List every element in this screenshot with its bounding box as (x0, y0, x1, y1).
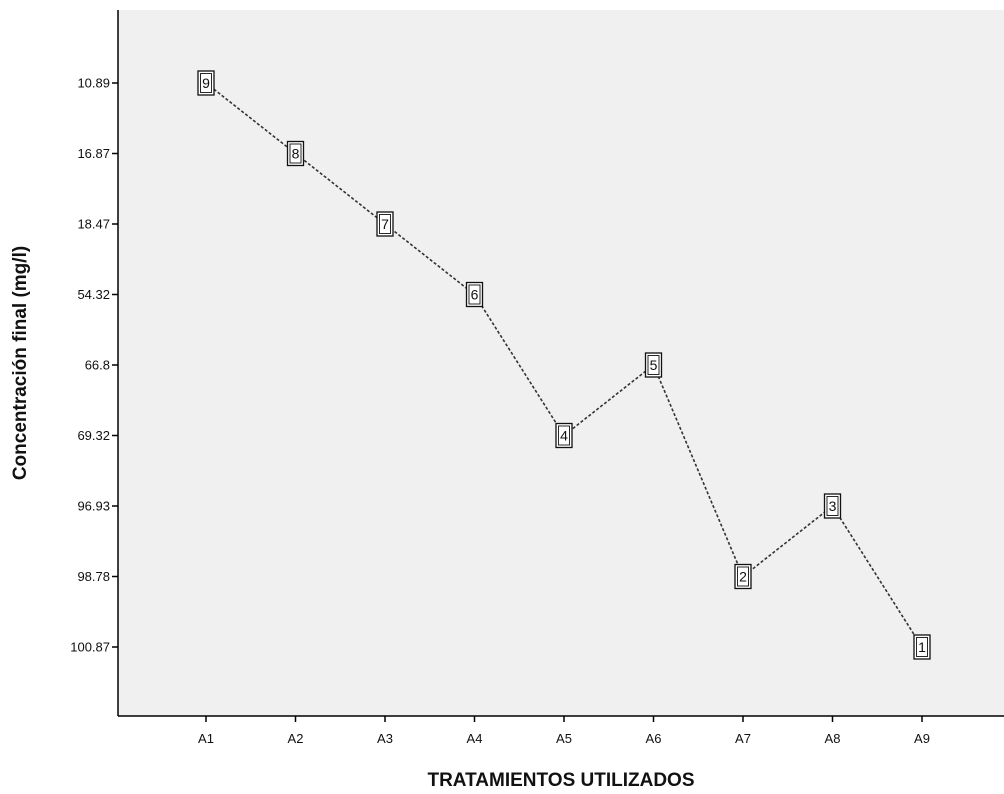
series-line (205, 82, 923, 648)
y-axis-title: Concentración final (mg/l) (10, 246, 31, 480)
data-point-marker: 6 (465, 281, 484, 308)
marker-label: 6 (471, 287, 479, 303)
marker-label: 4 (560, 428, 568, 444)
y-tick-label: 98.78 (77, 569, 110, 584)
marker-label: 1 (918, 639, 926, 655)
marker-box (465, 281, 484, 308)
marker-box (644, 352, 663, 378)
x-tick-label: A8 (825, 731, 841, 746)
x-tick-label: A1 (198, 731, 214, 746)
data-point-marker: 3 (823, 493, 842, 519)
x-axis: A1 A2 A3 A4 A5 A6 A7 A8 A9 (118, 715, 1004, 746)
x-tick-label: A3 (377, 731, 393, 746)
y-tick-label: 18.47 (77, 217, 110, 232)
marker-box (823, 493, 842, 519)
marker-label: 2 (739, 569, 747, 585)
y-tick-label: 96.93 (77, 499, 110, 514)
marker-box (286, 140, 305, 167)
x-tick-label: A6 (646, 731, 662, 746)
marker-label: 7 (381, 216, 389, 232)
x-tick-label: A7 (735, 731, 751, 746)
marker-inner-box (647, 355, 660, 375)
data-point-marker: 8 (286, 140, 305, 167)
marker-label: 5 (650, 357, 658, 373)
marker-label: 9 (202, 75, 210, 91)
x-tick-label: A4 (467, 731, 483, 746)
data-point-marker: 1 (913, 634, 931, 660)
marker-inner-box (379, 214, 391, 234)
marker-label: 3 (829, 498, 837, 514)
data-point-marker: 7 (376, 211, 394, 237)
marker-inner-box (289, 143, 302, 164)
y-axis: 10.89 16.87 18.47 54.32 66.8 69.32 96.93 98.78 1… (70, 10, 119, 716)
plot-area (118, 10, 1004, 716)
data-point-marker: 9 (197, 70, 215, 96)
x-axis-title: TRATAMIENTOS UTILIZADOS (427, 770, 694, 791)
y-tick-label: 69.32 (77, 428, 110, 443)
marker-box (734, 563, 752, 590)
marker-box (197, 70, 215, 96)
y-tick-label: 54.32 (77, 287, 110, 302)
marker-box (913, 634, 931, 660)
marker-box (376, 211, 394, 237)
y-tick-label: 16.87 (77, 146, 110, 161)
marker-inner-box (558, 425, 570, 446)
marker-inner-box (916, 637, 928, 657)
marker-label: 8 (292, 146, 300, 162)
data-markers: 9 8 7 6 4 5 2 3 1 (197, 70, 931, 660)
x-tick-label: A9 (914, 731, 930, 746)
marker-box (555, 422, 573, 449)
marker-inner-box (737, 566, 749, 587)
marker-inner-box (468, 284, 481, 305)
y-tick-label: 10.89 (77, 76, 110, 91)
data-point-marker: 2 (734, 563, 752, 590)
data-point-marker: 5 (644, 352, 663, 378)
marker-inner-box (826, 496, 839, 516)
marker-inner-box (200, 73, 212, 93)
y-tick-label: 66.8 (85, 358, 110, 373)
y-tick-label: 100.87 (70, 640, 110, 655)
x-tick-label: A2 (288, 731, 304, 746)
x-tick-label: A5 (556, 731, 572, 746)
data-point-marker: 4 (555, 422, 573, 449)
